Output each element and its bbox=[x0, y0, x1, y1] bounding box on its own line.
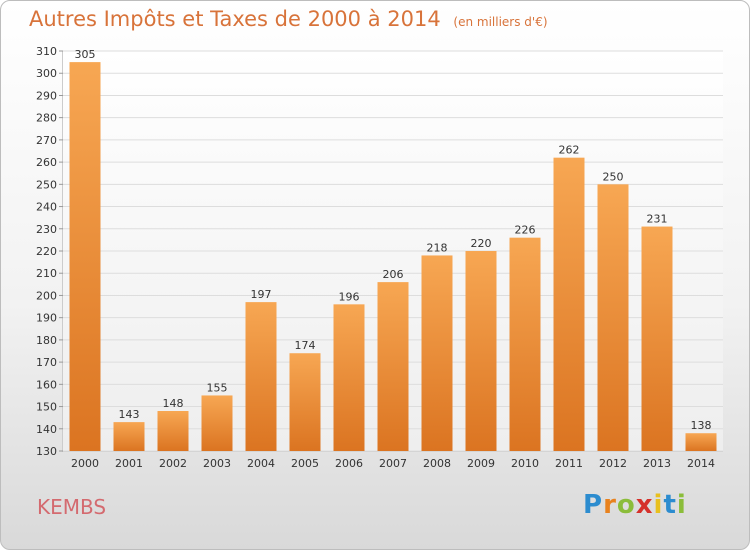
x-tick-label: 2003 bbox=[203, 457, 231, 470]
y-tick-label: 200 bbox=[36, 289, 57, 302]
data-label: 197 bbox=[251, 288, 272, 301]
y-tick-label: 210 bbox=[36, 267, 57, 280]
y-tick-label: 290 bbox=[36, 89, 57, 102]
x-tick-label: 2006 bbox=[335, 457, 363, 470]
data-label: 138 bbox=[691, 419, 712, 432]
bar-2005 bbox=[290, 353, 321, 451]
bar-2008 bbox=[422, 255, 453, 451]
y-tick-label: 130 bbox=[36, 445, 57, 458]
proxiti-logo: Proxiti bbox=[583, 490, 687, 520]
x-tick-label: 2002 bbox=[159, 457, 187, 470]
y-tick-label: 150 bbox=[36, 401, 57, 414]
y-tick-label: 220 bbox=[36, 245, 57, 258]
x-tick-label: 2005 bbox=[291, 457, 319, 470]
x-tick-label: 2012 bbox=[599, 457, 627, 470]
town-name: KEMBS bbox=[37, 495, 106, 519]
bar-2012 bbox=[598, 184, 629, 451]
y-tick-label: 240 bbox=[36, 201, 57, 214]
bar-2014 bbox=[686, 433, 717, 451]
bar-2000 bbox=[70, 62, 101, 451]
data-label: 218 bbox=[427, 241, 448, 254]
bar-2013 bbox=[642, 227, 673, 451]
y-tick-label: 180 bbox=[36, 334, 57, 347]
bar-2003 bbox=[202, 395, 233, 451]
y-tick-label: 140 bbox=[36, 423, 57, 436]
y-tick-label: 270 bbox=[36, 134, 57, 147]
data-label: 220 bbox=[471, 237, 492, 250]
y-tick-label: 170 bbox=[36, 356, 57, 369]
data-label: 196 bbox=[339, 290, 360, 303]
bar-2010 bbox=[510, 238, 541, 451]
data-label: 305 bbox=[75, 48, 96, 61]
y-tick-label: 160 bbox=[36, 378, 57, 391]
bar-2001 bbox=[114, 422, 145, 451]
x-tick-label: 2000 bbox=[71, 457, 99, 470]
bar-2002 bbox=[158, 411, 189, 451]
data-label: 231 bbox=[647, 213, 668, 226]
x-tick-label: 2009 bbox=[467, 457, 495, 470]
y-tick-label: 260 bbox=[36, 156, 57, 169]
y-tick-label: 280 bbox=[36, 112, 57, 125]
y-tick-label: 250 bbox=[36, 178, 57, 191]
bar-2009 bbox=[466, 251, 497, 451]
data-label: 206 bbox=[383, 268, 404, 281]
x-tick-label: 2001 bbox=[115, 457, 143, 470]
data-label: 250 bbox=[603, 170, 624, 183]
x-tick-label: 2007 bbox=[379, 457, 407, 470]
x-tick-label: 2004 bbox=[247, 457, 275, 470]
bar-2007 bbox=[378, 282, 409, 451]
y-tick-label: 190 bbox=[36, 312, 57, 325]
data-label: 148 bbox=[163, 397, 184, 410]
bar-2006 bbox=[334, 304, 365, 451]
x-tick-label: 2011 bbox=[555, 457, 583, 470]
y-tick-label: 300 bbox=[36, 67, 57, 80]
x-tick-label: 2008 bbox=[423, 457, 451, 470]
bar-2004 bbox=[246, 302, 277, 451]
data-label: 155 bbox=[207, 381, 228, 394]
data-label: 143 bbox=[119, 408, 140, 421]
x-tick-label: 2014 bbox=[687, 457, 715, 470]
data-label: 262 bbox=[559, 144, 580, 157]
x-tick-label: 2010 bbox=[511, 457, 539, 470]
data-label: 226 bbox=[515, 224, 536, 237]
bar-2011 bbox=[554, 158, 585, 451]
data-label: 174 bbox=[295, 339, 316, 352]
y-tick-label: 230 bbox=[36, 223, 57, 236]
x-tick-label: 2013 bbox=[643, 457, 671, 470]
y-tick-label: 310 bbox=[36, 45, 57, 58]
